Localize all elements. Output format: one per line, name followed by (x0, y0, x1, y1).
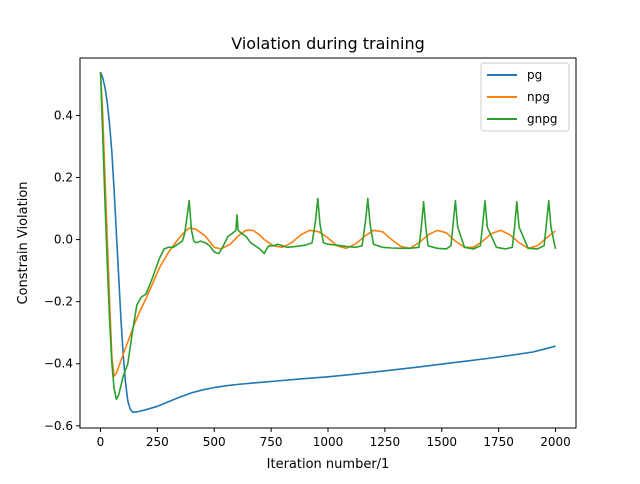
y-tick-label: −0.4 (44, 357, 73, 371)
axes-frame (79, 57, 577, 429)
y-tick-label: −0.6 (44, 419, 73, 433)
y-tick-label: 0.0 (54, 233, 73, 247)
x-tick-label: 1250 (370, 435, 401, 449)
x-tick-label: 2000 (540, 435, 571, 449)
x-tick-label: 500 (203, 435, 226, 449)
y-tick-label: −0.2 (44, 295, 73, 309)
chart-title: Violation during training (231, 34, 425, 53)
x-tick-label: 0 (97, 435, 105, 449)
x-axis-label: Iteration number/1 (267, 457, 390, 472)
x-tick-label: 750 (260, 435, 283, 449)
legend-box (480, 62, 570, 132)
y-tick-label: 0.4 (54, 108, 73, 122)
legend-label-gnpg: gnpg (527, 112, 557, 126)
series-layer (99, 71, 557, 414)
ticks-layer: 0 250 500 750 1000 1250 1500 1750 2000 −0.6 −0.4 −0… (44, 108, 571, 449)
legend-label-pg: pg (527, 68, 542, 82)
legend-label-npg: npg (527, 90, 550, 104)
x-tick-label: 1750 (483, 435, 514, 449)
series-line-pg (99, 71, 556, 414)
x-tick-label: 1500 (426, 435, 457, 449)
x-tick-label: 250 (146, 435, 169, 449)
series-line-npg (99, 71, 556, 378)
series-line-gnpg (99, 71, 557, 401)
y-tick-label: 0.2 (54, 171, 73, 185)
y-axis-label: Constrain Violation (16, 181, 31, 304)
x-tick-label: 1000 (313, 435, 344, 449)
legend: pg npg gnpg (480, 62, 570, 132)
